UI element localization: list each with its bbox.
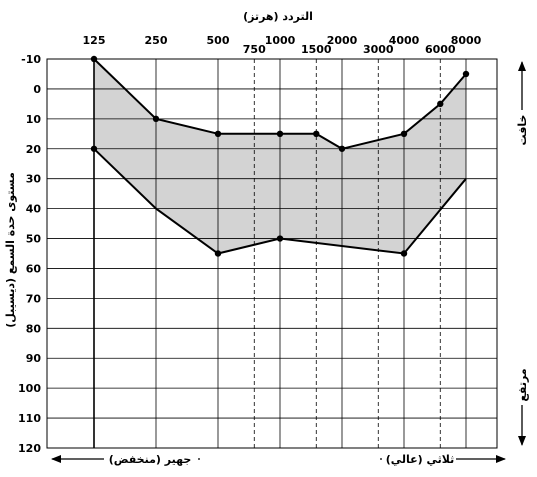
y-tick-label: 90 — [26, 352, 42, 365]
low-frequency-annotation: جهير (منخفض) — [51, 450, 200, 468]
y-tick-label: 70 — [26, 292, 42, 305]
x-minor-tick-label: 750 — [243, 43, 266, 56]
data-point — [338, 145, 346, 152]
data-point — [400, 130, 408, 138]
x-major-tick-label: 1000 — [265, 34, 296, 47]
x-major-tick-label: 4000 — [389, 34, 420, 47]
data-point — [400, 250, 408, 257]
data-point — [90, 55, 98, 63]
loud-annotation: مرتفع — [516, 368, 529, 446]
soft-label: خافت — [516, 115, 529, 146]
data-point — [437, 100, 444, 108]
y-tick-label: 110 — [18, 412, 41, 425]
loud-label: مرتفع — [516, 368, 529, 401]
y-tick-label: 0 — [33, 83, 41, 96]
y-tick-label: 60 — [26, 262, 42, 275]
series-line-2 — [93, 148, 467, 255]
low-frequency-label: جهير (منخفض) — [109, 453, 192, 466]
y-tick-label: 10 — [26, 113, 42, 126]
data-point — [462, 70, 470, 78]
chart-title: التردد (هرتز) — [243, 10, 313, 23]
data-point — [152, 115, 160, 123]
x-minor-tick-label: 6000 — [425, 43, 456, 56]
y-tick-label: 80 — [26, 322, 42, 335]
x-major-tick-label: 8000 — [451, 34, 482, 47]
plot-border — [46, 58, 498, 449]
series-layer — [90, 55, 470, 257]
soft-annotation: خافت — [516, 61, 529, 146]
high-frequency-label: ثلاثي (عالي) — [386, 453, 455, 466]
grid — [46, 58, 498, 449]
data-point — [214, 130, 222, 138]
x-major-tick-label: 500 — [207, 34, 230, 47]
data-point — [313, 130, 320, 138]
y-tick-label: 20 — [26, 143, 42, 156]
data-point — [276, 130, 284, 138]
data-point — [214, 250, 222, 257]
y-axis-label: مستوى حدة السمع (ديسيبل) — [4, 172, 17, 328]
x-minor-tick-label: 3000 — [363, 43, 394, 56]
y-tick-label: 50 — [26, 233, 42, 246]
data-point — [90, 145, 98, 152]
tick-labels: -10 0 10 20 30 40 50 60 70 80 90 100 110 120 125 250 500… — [18, 34, 482, 455]
y-tick-label: 120 — [18, 442, 41, 455]
x-major-tick-label: 2000 — [327, 34, 358, 47]
high-frequency-annotation: ثلاثي (عالي) — [380, 450, 506, 468]
y-tick-label: 100 — [18, 382, 41, 395]
data-point — [276, 235, 284, 242]
x-minor-tick-label: 1500 — [301, 43, 332, 56]
x-major-tick-label: 250 — [145, 34, 168, 47]
y-tick-label: 30 — [26, 173, 42, 186]
y-tick-label: -10 — [21, 53, 41, 66]
x-major-tick-label: 125 — [83, 34, 106, 47]
y-tick-label: 40 — [26, 203, 42, 216]
